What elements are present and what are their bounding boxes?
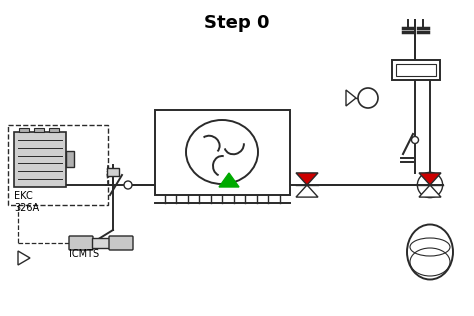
FancyBboxPatch shape [92,238,110,248]
FancyBboxPatch shape [69,236,93,250]
FancyBboxPatch shape [19,128,29,132]
FancyBboxPatch shape [155,110,290,195]
Polygon shape [419,173,441,185]
FancyBboxPatch shape [34,128,44,132]
FancyBboxPatch shape [107,168,119,176]
Circle shape [411,137,419,143]
FancyBboxPatch shape [14,132,66,187]
FancyBboxPatch shape [49,128,59,132]
Text: ICMTS: ICMTS [69,249,99,259]
FancyBboxPatch shape [392,60,440,80]
FancyBboxPatch shape [396,64,436,76]
Polygon shape [296,185,318,197]
Text: EKC
326A: EKC 326A [14,191,39,213]
FancyBboxPatch shape [109,236,133,250]
Text: Step 0: Step 0 [204,14,270,32]
Circle shape [358,88,378,108]
Ellipse shape [407,224,453,279]
Polygon shape [296,173,318,185]
Polygon shape [219,173,239,187]
Polygon shape [419,185,441,197]
Circle shape [124,181,132,189]
FancyBboxPatch shape [66,151,74,167]
Ellipse shape [186,120,258,184]
